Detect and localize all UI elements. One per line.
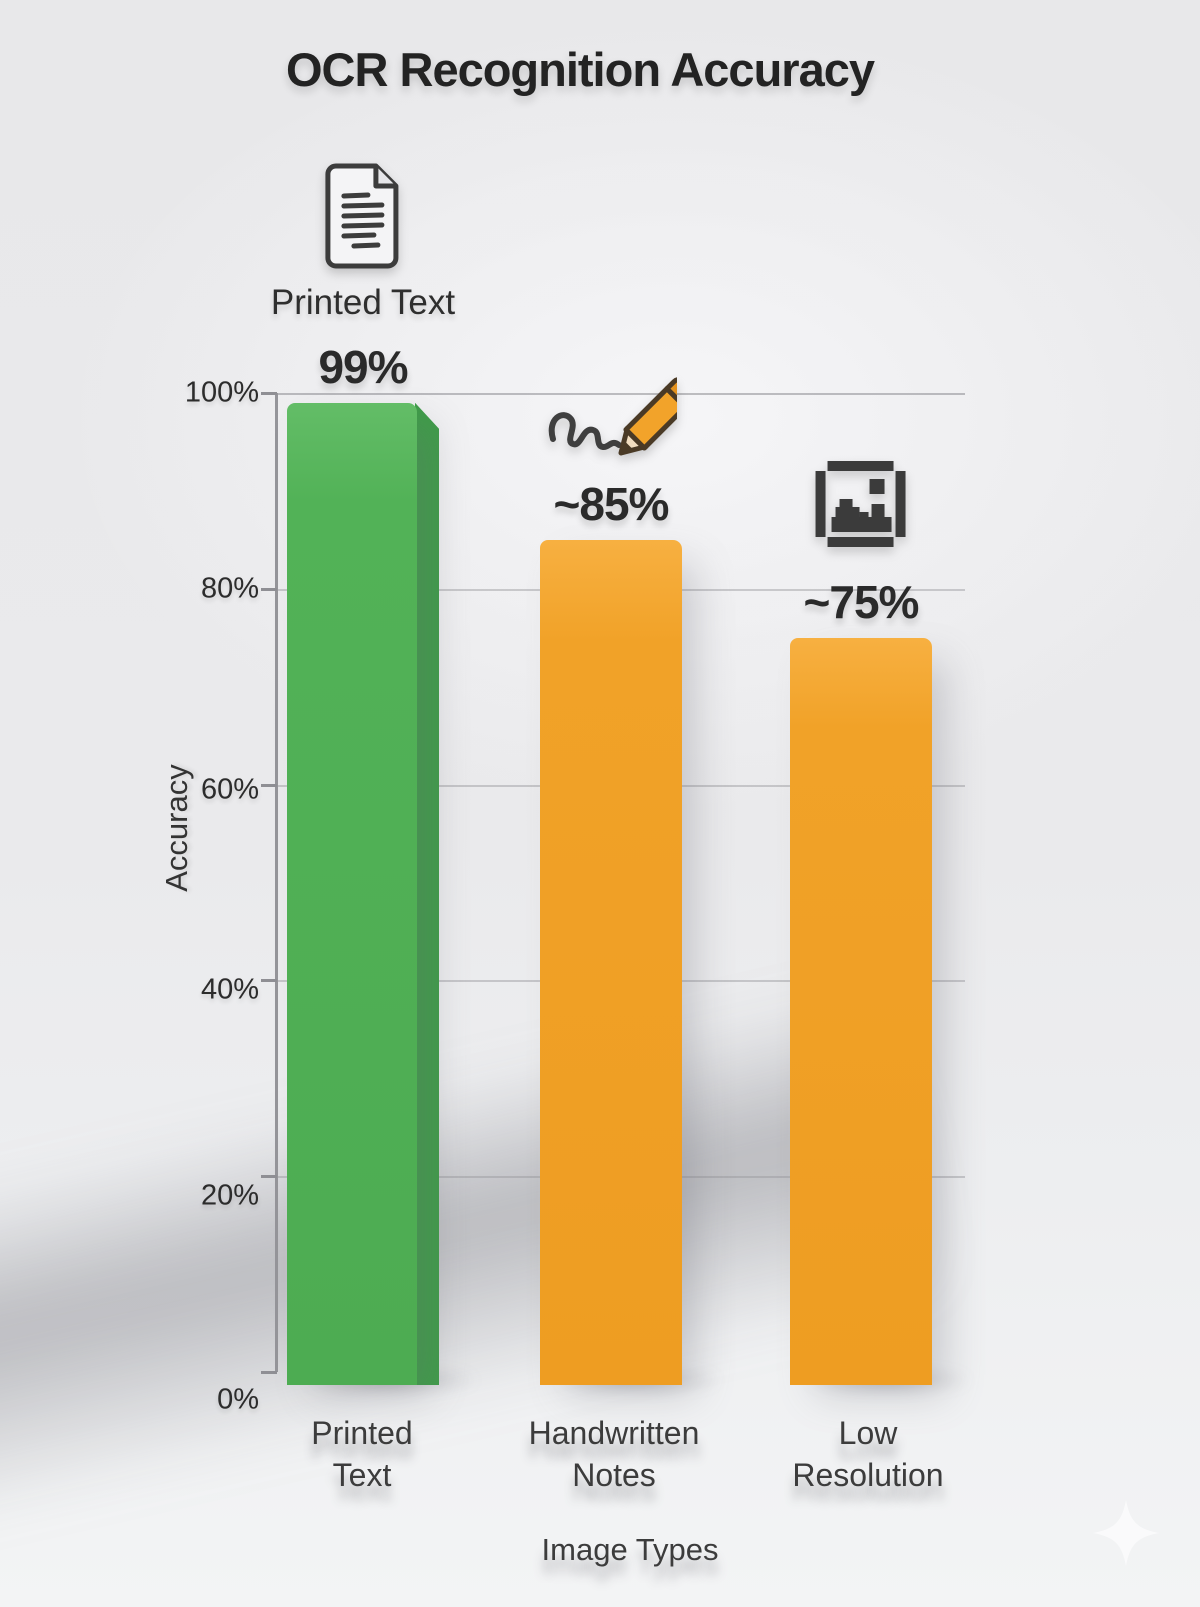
x-label-line: Notes: [572, 1457, 656, 1493]
y-tick-label-0: 0%: [217, 1383, 259, 1416]
x-label-line: Resolution: [792, 1457, 944, 1493]
y-tick-mark: [261, 783, 277, 787]
x-label-line: Low: [838, 1415, 898, 1451]
plot-area: 100% 80% 60% 40% 20% 0%: [185, 377, 965, 1416]
y-tick-label-40: 40%: [200, 973, 259, 1006]
x-label-line: Printed: [311, 1415, 413, 1451]
x-label-low-resolution: Low Resolution: [708, 1412, 1028, 1496]
y-tick-label-20: 20%: [200, 1179, 259, 1212]
y-tick-label-100: 100%: [184, 376, 259, 409]
sparkle-icon: [1093, 1500, 1159, 1566]
x-label-handwritten-notes: Handwritten Notes: [454, 1412, 774, 1496]
y-tick-mark: [261, 979, 277, 983]
y-axis-title: Accuracy: [159, 764, 194, 892]
x-label-line: Handwritten: [528, 1415, 700, 1451]
value-label-printed: 99%: [318, 340, 408, 393]
chart-title: OCR Recognition Accuracy: [286, 43, 875, 96]
x-label-printed-text: Printed Text: [202, 1412, 522, 1496]
y-tick-mark: [261, 392, 277, 395]
printed-document-icon: [325, 163, 399, 269]
gridline-20: [271, 1176, 965, 1179]
y-tick-mark: [261, 1175, 277, 1179]
gridline-80: [271, 588, 965, 591]
gridline-100: [271, 393, 965, 395]
printed-text-heading: Printed Text: [270, 282, 456, 322]
y-tick-mark: [261, 587, 277, 591]
y-axis-line: [275, 393, 278, 1372]
gridline-60: [271, 784, 965, 787]
printed-text-annotation-stack: Printed Text 99%: [271, 162, 455, 403]
x-label-line: Text: [332, 1457, 392, 1493]
y-tick-label-80: 80%: [200, 572, 259, 605]
y-tick-label-60: 60%: [200, 773, 259, 806]
gridline-40: [271, 980, 965, 983]
y-tick-mark: [261, 1371, 277, 1374]
x-axis-title: Image Types: [541, 1532, 719, 1567]
